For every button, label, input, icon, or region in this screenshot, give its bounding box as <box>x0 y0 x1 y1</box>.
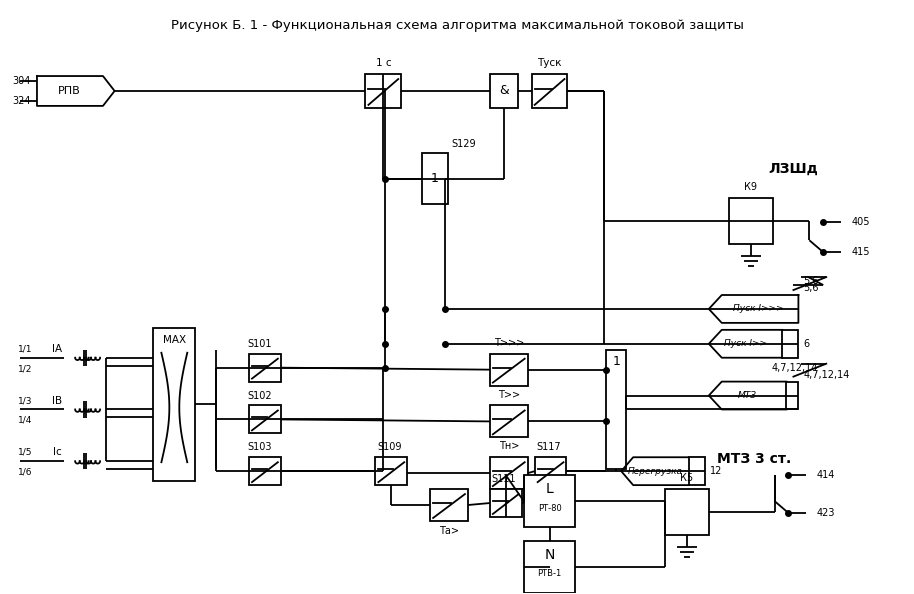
Text: S109: S109 <box>377 443 401 452</box>
Bar <box>524 541 576 593</box>
Text: T>>>: T>>> <box>494 338 524 347</box>
Bar <box>786 381 799 409</box>
Text: МТЗ: МТЗ <box>739 391 757 400</box>
Polygon shape <box>709 295 799 323</box>
Text: 1/2: 1/2 <box>17 364 32 373</box>
Text: 5,6: 5,6 <box>803 283 819 293</box>
Text: РПВ: РПВ <box>58 86 81 96</box>
Text: 1/4: 1/4 <box>17 416 32 425</box>
Text: N: N <box>545 548 555 562</box>
Bar <box>366 74 401 108</box>
Text: РТВ-1: РТВ-1 <box>537 569 562 578</box>
Text: Тн>: Тн> <box>498 441 519 451</box>
Text: Пуск I>>>: Пуск I>>> <box>733 305 783 314</box>
Text: Туск: Туск <box>537 58 562 68</box>
Bar <box>249 354 281 381</box>
Text: IA: IA <box>52 344 62 354</box>
Text: S101: S101 <box>247 339 271 349</box>
Bar <box>249 457 281 485</box>
Bar <box>665 489 709 535</box>
Text: 12: 12 <box>710 466 722 476</box>
Bar <box>430 489 468 521</box>
Text: 423: 423 <box>816 508 834 518</box>
Polygon shape <box>622 457 689 485</box>
Text: Перегрузка: Перегрузка <box>628 467 683 476</box>
Bar <box>606 350 626 469</box>
Bar <box>376 457 408 485</box>
Text: Ic: Ic <box>52 447 61 457</box>
Text: 414: 414 <box>816 470 834 480</box>
Text: 304: 304 <box>13 76 31 86</box>
Text: К5: К5 <box>680 473 694 483</box>
Text: РТ-80: РТ-80 <box>537 504 561 513</box>
Bar <box>535 457 567 485</box>
Text: 1: 1 <box>431 172 439 185</box>
Bar <box>782 330 799 358</box>
Text: MAX: MAX <box>163 335 186 345</box>
Text: 324: 324 <box>13 96 31 106</box>
Text: ЛЗШд: ЛЗШд <box>769 162 818 176</box>
Bar <box>490 489 522 517</box>
Bar <box>490 354 527 386</box>
Bar <box>154 328 196 481</box>
Polygon shape <box>709 381 786 409</box>
Bar <box>532 74 568 108</box>
Text: К9: К9 <box>744 182 757 192</box>
Text: T>>: T>> <box>498 390 520 400</box>
Bar <box>490 457 527 489</box>
Text: S111: S111 <box>492 474 516 484</box>
Text: S102: S102 <box>247 390 271 400</box>
Bar <box>422 153 448 204</box>
Text: S117: S117 <box>537 443 561 452</box>
Text: МТЗ 3 ст.: МТЗ 3 ст. <box>717 452 791 466</box>
Bar <box>689 457 705 485</box>
Bar <box>728 198 772 244</box>
Text: Рисунок Б. 1 - Функциональная схема алгоритма максимальной токовой защиты: Рисунок Б. 1 - Функциональная схема алго… <box>171 19 743 32</box>
Text: 1: 1 <box>612 355 621 368</box>
Text: Та>: Та> <box>439 526 459 536</box>
Bar <box>249 406 281 434</box>
Text: S129: S129 <box>451 138 475 148</box>
Text: IB: IB <box>52 396 62 406</box>
Text: 5,6: 5,6 <box>802 276 818 286</box>
Text: 405: 405 <box>851 217 869 228</box>
Text: Пуск I>>: Пуск I>> <box>724 339 767 348</box>
Text: S103: S103 <box>247 443 271 452</box>
Bar <box>524 475 576 527</box>
Text: 1/6: 1/6 <box>17 467 32 476</box>
Text: 6: 6 <box>803 339 810 349</box>
Bar <box>490 406 527 437</box>
Text: &: & <box>499 84 509 97</box>
Bar <box>490 74 517 108</box>
Text: 1 с: 1 с <box>376 58 391 68</box>
Text: 1/1: 1/1 <box>17 345 32 353</box>
Text: L: L <box>546 482 554 496</box>
Polygon shape <box>37 76 114 106</box>
Text: 1/5: 1/5 <box>17 448 32 457</box>
Text: 1/3: 1/3 <box>17 396 32 405</box>
Text: 415: 415 <box>851 247 869 257</box>
Text: 4,7,12,14: 4,7,12,14 <box>803 369 850 380</box>
Text: 4,7,12,14: 4,7,12,14 <box>772 363 818 372</box>
Polygon shape <box>709 330 782 358</box>
